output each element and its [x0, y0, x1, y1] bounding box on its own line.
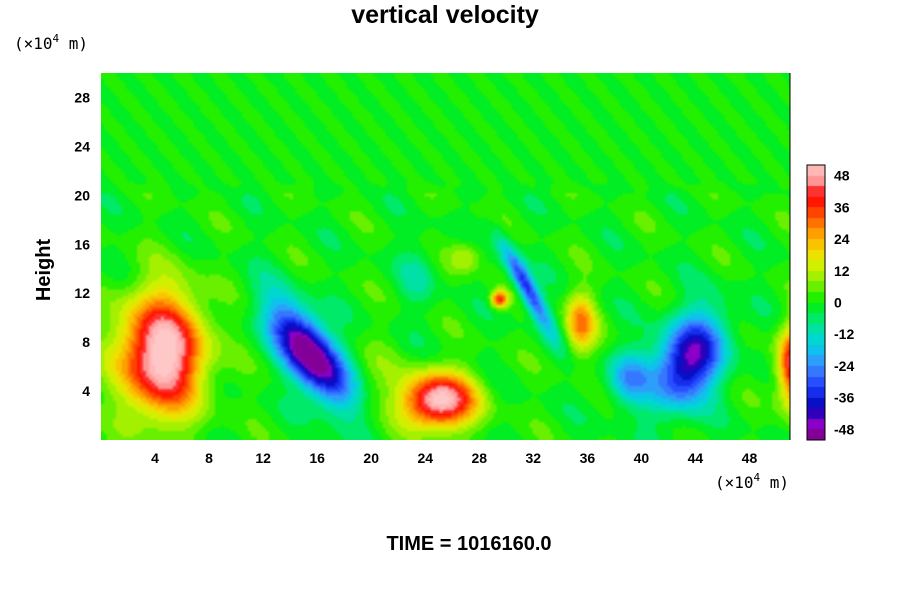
colorbar-tick-label: -12 — [834, 326, 854, 342]
x-tick-label: 20 — [363, 450, 379, 466]
colorbar-border — [806, 164, 826, 441]
y-unit-suffix: m) — [59, 34, 88, 53]
y-unit-label: (×104 m) — [14, 32, 88, 53]
x-tick-label: 32 — [526, 450, 542, 466]
x-tick-label: 16 — [309, 450, 325, 466]
colorbar-tick-label: 48 — [834, 168, 850, 184]
colorbar-tick-label: 36 — [834, 199, 850, 215]
colorbar-tick-labels: 48 36 24 12 0 -12 -24 -36 -48 — [834, 168, 854, 438]
x-unit-label: (×104 m) — [715, 471, 789, 492]
colorbar-tick-label: 0 — [834, 295, 842, 311]
colorbar-tick-label: -24 — [834, 358, 854, 374]
plot-area — [101, 73, 791, 440]
y-tick-label: 12 — [74, 285, 90, 301]
x-tick-label: 12 — [255, 450, 271, 466]
y-tick-label: 16 — [74, 236, 90, 252]
colorbar-tick-label: -48 — [834, 421, 854, 437]
y-tick-label: 4 — [82, 383, 90, 399]
y-unit-prefix: (×10 — [14, 34, 53, 53]
colorbar — [806, 164, 826, 441]
x-unit-exponent: 4 — [754, 471, 761, 484]
x-tick-label: 8 — [205, 450, 213, 466]
x-tick-label: 48 — [742, 450, 758, 466]
y-axis-label: Height — [33, 239, 55, 302]
chart-title: vertical velocity — [351, 1, 539, 29]
x-tick-labels: 4 8 12 16 20 24 28 32 36 40 44 48 — [151, 450, 757, 466]
y-tick-label: 24 — [74, 138, 90, 154]
x-unit-prefix: (×10 — [715, 473, 754, 492]
x-tick-label: 44 — [688, 450, 704, 466]
y-tick-labels: 4 8 12 16 20 24 28 — [74, 89, 90, 399]
y-tick-label: 20 — [74, 187, 90, 203]
x-tick-label: 24 — [417, 450, 433, 466]
colorbar-tick-label: 24 — [834, 231, 850, 247]
colorbar-tick-label: 12 — [834, 263, 850, 279]
y-tick-label: 8 — [82, 334, 90, 350]
y-unit-exponent: 4 — [53, 32, 60, 45]
y-tick-label: 28 — [74, 89, 90, 105]
x-unit-suffix: m) — [760, 473, 789, 492]
colorbar-tick-label: -36 — [834, 390, 854, 406]
x-tick-label: 28 — [471, 450, 487, 466]
time-label: TIME = 1016160.0 — [386, 533, 551, 555]
heatmap-field — [101, 73, 790, 440]
x-tick-label: 40 — [634, 450, 650, 466]
colorbar-gradient — [807, 165, 825, 440]
x-tick-label: 36 — [580, 450, 596, 466]
x-tick-label: 4 — [151, 450, 159, 466]
